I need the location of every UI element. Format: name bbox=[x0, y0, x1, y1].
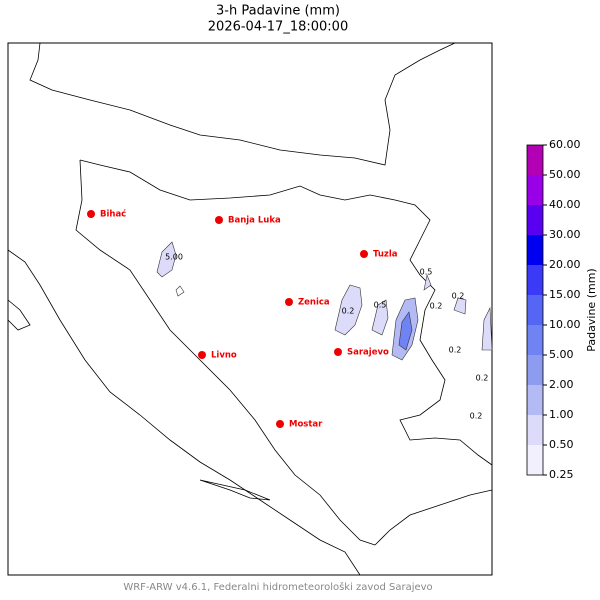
colorbar-segment bbox=[527, 295, 543, 325]
colorbar-label-group: Padavine (mm) bbox=[585, 268, 598, 351]
contour-label: 0.2 bbox=[449, 346, 462, 355]
colorbar-tick-label: 30.00 bbox=[549, 228, 581, 241]
city-marker bbox=[285, 298, 293, 306]
colorbar-segment bbox=[527, 175, 543, 205]
colorbar-segment bbox=[527, 265, 543, 295]
contour-label: 0.2 bbox=[430, 302, 443, 311]
colorbar-tick-label: 15.00 bbox=[549, 288, 581, 301]
city-marker bbox=[87, 210, 95, 218]
city-label: Livno bbox=[211, 351, 237, 361]
footer: WRF-ARW v4.6.1, Federalni hidrometeorolo… bbox=[123, 581, 432, 593]
city-marker bbox=[360, 250, 368, 258]
colorbar-segment bbox=[527, 445, 543, 475]
city-marker bbox=[334, 348, 342, 356]
colorbar-tick-label: 40.00 bbox=[549, 198, 581, 211]
colorbar-tick-label: 5.00 bbox=[549, 348, 574, 361]
colorbar-segment bbox=[527, 205, 543, 235]
city-label: Mostar bbox=[289, 420, 323, 430]
colorbar-tick-label: 0.25 bbox=[549, 468, 574, 481]
colorbar-tick-label: 0.50 bbox=[549, 438, 574, 451]
city-label: Tuzla bbox=[373, 250, 398, 260]
colorbar-tick-label: 10.00 bbox=[549, 318, 581, 331]
city-label: Bihać bbox=[100, 209, 126, 220]
precipitation bbox=[156, 241, 493, 361]
contour-label: 5.00 bbox=[165, 253, 183, 262]
city-marker bbox=[198, 351, 206, 359]
contour-label: 0.2 bbox=[452, 292, 465, 301]
colorbar-segment bbox=[527, 415, 543, 445]
contour-label: 0.2 bbox=[470, 412, 483, 421]
map-title: 3-h Padavine (mm) bbox=[216, 4, 340, 19]
borders bbox=[7, 42, 493, 576]
city-label: Banja Luka bbox=[228, 216, 281, 226]
colorbar-tick-label: 20.00 bbox=[549, 258, 581, 271]
contour-label: 0.5 bbox=[374, 301, 387, 310]
colorbar-segment bbox=[527, 235, 543, 265]
city-label: Zenica bbox=[298, 298, 330, 308]
map-frame bbox=[7, 42, 493, 576]
colorbar-segment bbox=[527, 385, 543, 415]
contour-label: 0.2 bbox=[342, 307, 355, 316]
city-label: Sarajevo bbox=[347, 348, 389, 358]
colorbar-label: Padavine (mm) bbox=[585, 268, 598, 351]
contour-label: 0.5 bbox=[420, 268, 433, 277]
colorbar-tick-label: 1.00 bbox=[549, 408, 574, 421]
colorbar-segment bbox=[527, 355, 543, 385]
colorbar-segment bbox=[527, 325, 543, 355]
map-subtitle: 2026-04-17_18:00:00 bbox=[208, 20, 348, 35]
colorbar-frame bbox=[526, 144, 544, 476]
city-marker bbox=[276, 420, 284, 428]
colorbar-tick-label: 2.00 bbox=[549, 378, 574, 391]
colorbar-tick-label: 60.00 bbox=[549, 138, 581, 151]
colorbar-segment bbox=[527, 145, 543, 175]
contour-label: 0.2 bbox=[476, 374, 489, 383]
colorbar-tick-label: 50.00 bbox=[549, 168, 581, 181]
city-marker bbox=[215, 216, 223, 224]
